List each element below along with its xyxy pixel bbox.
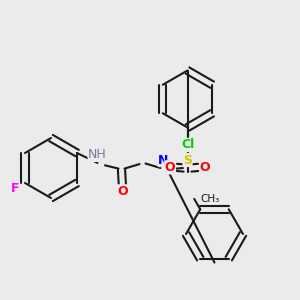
Text: N: N [158, 154, 169, 166]
Text: Cl: Cl [181, 138, 194, 152]
Text: S: S [183, 154, 192, 166]
Text: O: O [117, 185, 128, 198]
Text: CH₃: CH₃ [200, 194, 220, 204]
Text: O: O [165, 161, 176, 174]
Text: O: O [200, 161, 210, 174]
Text: F: F [11, 182, 19, 196]
Text: NH: NH [88, 148, 107, 161]
